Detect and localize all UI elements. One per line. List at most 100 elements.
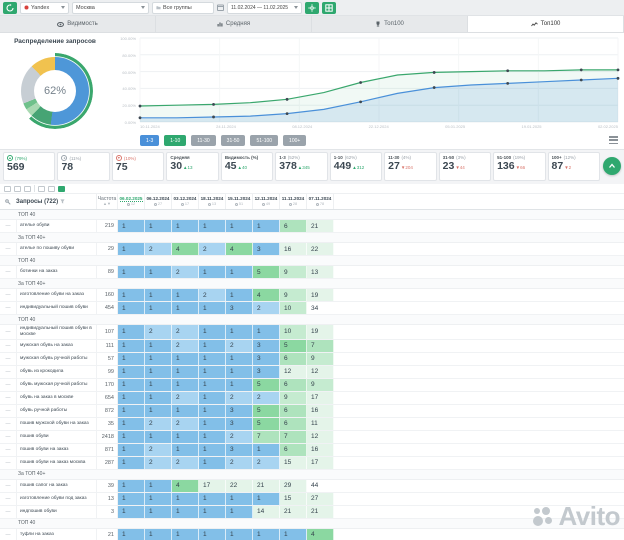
stat-card-100+[interactable]: 100+ (12%) 87▼2 xyxy=(547,152,600,181)
select-all-icon[interactable] xyxy=(4,185,11,192)
eye-icon[interactable] xyxy=(14,185,21,192)
stat-card-51-100[interactable]: 51-100 (19%) 136▼66 xyxy=(493,152,546,181)
date-column-11.11.2024[interactable]: 11.11.2024 28 xyxy=(280,194,307,209)
date-column-06.12.2024[interactable]: 06.12.2024 27 xyxy=(145,194,172,209)
group-row[interactable]: ТОП 40 xyxy=(0,210,624,220)
row-select-handle[interactable]: — xyxy=(5,355,11,362)
group-row[interactable]: ТОП 40 xyxy=(0,315,624,325)
stat-card-trend[interactable]: Видимость (%) 45▲40 xyxy=(220,152,274,181)
row-select-handle[interactable]: — xyxy=(5,420,11,427)
frequency-column-header[interactable]: Частота ▲▼ xyxy=(97,194,118,209)
tab-средняя-1[interactable]: Средняя xyxy=(156,16,312,32)
settings-button[interactable] xyxy=(305,1,319,14)
row-select-handle[interactable]: — xyxy=(5,482,11,489)
row-select-handle[interactable]: — xyxy=(5,292,11,298)
date-column-06.02.2025[interactable]: 06.02.2025 12 xyxy=(118,194,145,209)
search-engine-select[interactable]: Yandex xyxy=(20,1,69,14)
date-column-03.12.2024[interactable]: 03.12.2024 17 xyxy=(172,194,199,209)
row-select-handle[interactable]: — xyxy=(5,328,11,335)
keyword-row[interactable]: — индпошив обуви 3 1 1 1 1 1 14 21 21 xyxy=(0,505,624,519)
row-select-handle[interactable]: — xyxy=(5,495,11,502)
keyword-row[interactable]: — ателье обуви 219 1 1 1 1 1 1 6 21 xyxy=(0,220,624,233)
row-select-handle[interactable]: — xyxy=(5,508,11,515)
stat-card-79[interactable]: ▲ (79%) 569 xyxy=(3,152,56,181)
keyword-row[interactable]: — ботинки на заказ 89 1 1 2 1 1 5 9 13 xyxy=(0,266,624,279)
range-button-100+[interactable]: 100+ xyxy=(283,135,307,146)
stat-card-11[interactable]: ● (11%) 78 xyxy=(57,152,110,181)
row-select-handle[interactable]: — xyxy=(5,368,11,375)
range-button-11-30[interactable]: 11-30 xyxy=(191,135,216,146)
row-select-handle[interactable]: — xyxy=(5,223,11,229)
range-button-31-50[interactable]: 31-50 xyxy=(220,135,246,146)
position-cell: 1 xyxy=(118,325,145,339)
keyword-row[interactable]: — обувь мужская ручной работы 170 1 1 1 1 1 5 6 9 xyxy=(0,378,624,392)
row-select-handle[interactable]: — xyxy=(5,246,11,252)
keyword-row[interactable]: — мужская обувь ручной работы 57 1 1 1 1 1 3 6 9 xyxy=(0,352,624,366)
keyword-row[interactable]: — индивидуальный пошив обуви в москве 107 1… xyxy=(0,325,624,340)
group-row[interactable]: За ТОП 40+ xyxy=(0,469,624,480)
group-row[interactable]: ТОП 40 xyxy=(0,518,624,529)
row-select-handle[interactable]: — xyxy=(5,381,11,388)
keyword-row[interactable]: — пошив мужской обуви на заказ 35 1 2 2 1 3 5 6 11 xyxy=(0,417,624,431)
plot-area[interactable] xyxy=(138,37,620,123)
group-row[interactable]: За ТОП 40+ xyxy=(0,233,624,243)
row-select-handle[interactable]: — xyxy=(5,433,11,440)
date-range-select[interactable]: 11.02.2024 — 11.02.2025 xyxy=(227,1,302,14)
rows-view-icon[interactable] xyxy=(48,185,55,192)
columns-button[interactable] xyxy=(322,1,336,14)
group-row[interactable]: За ТОП 40+ xyxy=(0,279,624,289)
row-select-handle[interactable]: — xyxy=(5,531,11,538)
keyword-row[interactable]: — пошив сапог на заказ 39 1 1 4 17 22 21 29 44 xyxy=(0,479,624,493)
range-button-51-100[interactable]: 51-100 xyxy=(250,135,279,146)
date-column-18.11.2024[interactable]: 18.11.2024 13 xyxy=(199,194,226,209)
tags-icon[interactable] xyxy=(24,185,31,192)
region-select[interactable]: Москва xyxy=(72,1,149,14)
tab-видимость-0[interactable]: Видимость xyxy=(0,16,156,32)
keyword-row[interactable]: — ателье по пошиву обуви 29 1 2 4 2 4 3 16 22 xyxy=(0,243,624,256)
row-select-handle[interactable]: — xyxy=(5,459,11,466)
row-select-handle[interactable]: — xyxy=(5,446,11,453)
keyword-row[interactable]: — пошив обуви 2418 1 1 1 1 2 7 7 12 xyxy=(0,430,624,444)
row-select-handle[interactable]: — xyxy=(5,342,11,349)
keyword-row[interactable]: — пошив обуви на заказ 871 1 2 1 1 3 1 6 16 xyxy=(0,443,624,457)
keyword-row[interactable]: — туфли на заказ 21 1 1 1 1 1 1 1 4 xyxy=(0,528,624,540)
range-button-1-3[interactable]: 1-3 xyxy=(140,135,160,146)
keyword-row[interactable]: — обувь из крокодила 99 1 1 1 1 1 3 12 12 xyxy=(0,365,624,379)
keyword-row[interactable]: — обувь на заказ в москве 654 1 1 2 1 2 2 9 17 xyxy=(0,391,624,405)
keyword-row[interactable]: — обувь ручной работы 872 1 1 1 1 3 5 6 16 xyxy=(0,404,624,418)
stat-card-31-50[interactable]: 31-50 (3%) 23▼44 xyxy=(438,152,492,181)
row-select-handle[interactable]: — xyxy=(5,394,11,401)
keyword-row[interactable]: — пошив обуви на заказ москва 287 1 2 2 1 2 2 15 1… xyxy=(0,456,624,470)
date-column-15.11.2024[interactable]: 15.11.2024 51 xyxy=(226,194,253,209)
date-label: 06.02.2025 xyxy=(119,195,143,203)
row-select-handle[interactable]: — xyxy=(5,269,11,275)
chart-menu-icon[interactable] xyxy=(609,136,618,144)
keyword-row[interactable]: — индивидуальный пошив обуви 454 1 1 1 1 3 2 10 34 xyxy=(0,302,624,315)
row-select-handle[interactable]: — xyxy=(5,305,11,311)
tab-топ100-2[interactable]: Топ100 xyxy=(312,16,468,32)
group-row[interactable]: ТОП 40 xyxy=(0,256,624,266)
refresh-button[interactable] xyxy=(3,1,17,14)
queries-column-header[interactable]: Запросы (722) xyxy=(16,194,97,209)
distribution-donut-chart[interactable]: 62% xyxy=(17,53,93,130)
stat-card-10[interactable]: ▼ (10%) 75 xyxy=(111,152,165,181)
date-column-12.11.2024[interactable]: 12.11.2024 49 xyxy=(253,194,280,209)
tab-топ100-3[interactable]: Топ100 xyxy=(468,16,624,32)
groups-filter-input[interactable]: Все группы xyxy=(152,1,214,14)
columns-view-icon[interactable] xyxy=(38,185,45,192)
scroll-top-button[interactable] xyxy=(603,157,621,175)
keyword-label: пошив обуви на заказ xyxy=(16,443,97,456)
keyword-row[interactable]: — мужская обувь на заказ 111 1 1 2 1 2 3 5 7 xyxy=(0,339,624,353)
key-column-header[interactable] xyxy=(0,194,16,209)
stat-card-11-30[interactable]: 11-30 (4%) 27▼204 xyxy=(384,152,437,181)
stat-card-1-10[interactable]: 1-10 (62%) 449▲312 xyxy=(329,152,383,181)
trophy-icon xyxy=(375,21,381,27)
stat-card-trend[interactable]: Средняя 30▲13 xyxy=(166,152,219,181)
range-button-1-10[interactable]: 1-10 xyxy=(164,135,187,146)
stat-card-1-3[interactable]: 1-3 (52%) 378▲345 xyxy=(275,152,328,181)
folder-icon[interactable] xyxy=(58,185,65,192)
date-column-07.11.2024[interactable]: 07.11.2024 78 xyxy=(307,194,334,209)
row-select-handle[interactable]: — xyxy=(5,407,11,414)
keyword-row[interactable]: — изготовление обуви на заказ 160 1 1 1 2 1 4 9 19 xyxy=(0,289,624,302)
keyword-row[interactable]: — изготовление обуви под заказ 13 1 1 1 1 1 1 15 2… xyxy=(0,492,624,506)
